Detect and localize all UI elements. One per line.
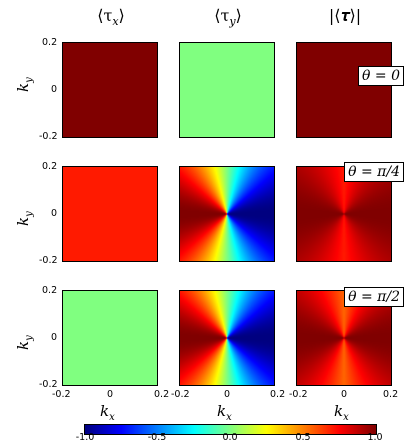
y-tick-r0-mid: 0 [51,84,58,95]
x-tick-c2-mid: 0 [341,389,348,400]
colorbar-tick-4: 1.0 [367,432,383,443]
xlabel-col0: kx [100,402,115,423]
y-tick-r2-bot: -0.2 [39,379,58,390]
ylabel-row0: ky [14,77,35,92]
panel-r2-c1 [179,290,275,386]
column-title-tau-magnitude: |⟨𝝉⟩| [328,6,362,25]
heatmap-r1-c1 [180,167,274,261]
y-tick-r0-bot: -0.2 [39,131,58,142]
theta-label-row0: θ = 0 [358,66,404,86]
colorbar-tick-3: 0.5 [295,432,311,443]
heatmap-r0-c0 [63,43,157,137]
ylabel-row2: ky [14,335,35,350]
heatmap-r0-c2 [297,43,391,137]
theta-label-row1: θ = π/4 [344,162,404,182]
column-title-tau-y: ⟨τy⟩ [214,6,242,29]
xlabel-col2: kx [334,402,349,423]
y-tick-r2-mid: 0 [51,332,58,343]
x-tick-c2-right: 0.2 [383,389,399,400]
ylabel-row1: ky [14,211,35,226]
heatmap-r2-c0 [63,291,157,385]
colorbar-tick-2: 0.0 [222,432,238,443]
panel-r0-c2 [296,42,392,138]
panel-r1-c1 [179,166,275,262]
column-title-tau-x: ⟨τx⟩ [97,6,125,29]
y-tick-r0-top: 0.2 [42,37,58,48]
theta-label-row2: θ = π/2 [344,287,404,307]
x-tick-c0-mid: 0 [107,389,114,400]
heatmap-r1-c2 [297,167,391,261]
colorbar [84,424,377,435]
heatmap-r2-c1 [180,291,274,385]
panel-r0-c0 [62,42,158,138]
y-tick-r1-mid: 0 [51,208,58,219]
panel-r1-c2 [296,166,392,262]
heatmap-r0-c1 [180,43,274,137]
xlabel-col1: kx [217,402,232,423]
panel-r2-c0 [62,290,158,386]
x-tick-c1-mid: 0 [224,389,231,400]
y-tick-r2-top: 0.2 [42,285,58,296]
y-tick-r1-top: 0.2 [42,161,58,172]
x-tick-c1-right: 0.2 [270,389,286,400]
colorbar-tick-0: -1.0 [75,432,95,443]
x-tick-c0-right: 0.2 [154,389,170,400]
panel-r0-c1 [179,42,275,138]
panel-r1-c0 [62,166,158,262]
x-tick-c0-left: -0.2 [52,389,71,400]
y-tick-r1-bot: -0.2 [39,255,58,266]
x-tick-c2-left: -0.2 [289,389,308,400]
x-tick-c1-left: -0.2 [171,389,190,400]
heatmap-r1-c0 [63,167,157,261]
colorbar-tick-1: -0.5 [147,432,167,443]
